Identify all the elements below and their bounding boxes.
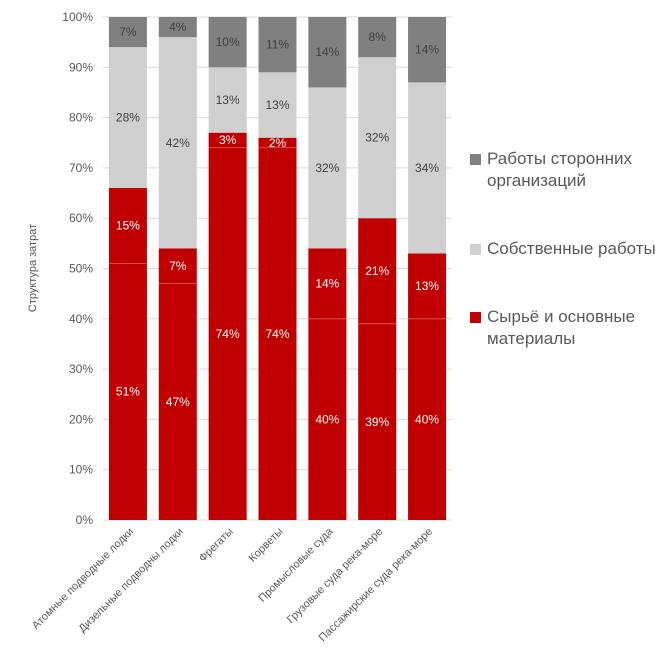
data-label: 7% xyxy=(119,25,137,39)
y-tick-label: 70% xyxy=(69,161,93,175)
data-label: 13% xyxy=(265,98,289,112)
bar-segment xyxy=(308,87,347,249)
x-category-label: Дизельные подводны лодки xyxy=(77,526,186,635)
data-label: 40% xyxy=(415,412,439,426)
data-label: 39% xyxy=(365,415,389,429)
bar-segment xyxy=(158,37,197,249)
bar-segment xyxy=(258,147,297,520)
bar-segment xyxy=(208,147,247,520)
legend-label: Сырьё и основные материалы xyxy=(487,307,636,348)
data-label: 74% xyxy=(265,327,289,341)
y-tick-label: 80% xyxy=(69,111,93,125)
bar-segment xyxy=(258,17,297,73)
data-label: 3% xyxy=(219,133,237,147)
x-category-label: Грузовые суда река-море xyxy=(285,526,385,626)
bar-segment xyxy=(108,17,147,48)
bar-segment xyxy=(158,248,197,284)
bar-segment xyxy=(408,318,447,520)
legend-item-own-works: Собственные работы xyxy=(470,238,670,260)
data-label: 40% xyxy=(315,412,339,426)
legend-label: Собственные работы xyxy=(487,239,656,258)
legend: Работы сторонних организаций Собственные… xyxy=(470,148,670,396)
bar-segment xyxy=(208,67,247,133)
data-label: 7% xyxy=(169,259,187,273)
data-label: 11% xyxy=(266,38,289,52)
y-axis-ticks: 0% 10% 20% 30% 40% 50% 60% 70% 80% 90% 100% xyxy=(62,10,93,527)
bar-segment xyxy=(208,132,247,148)
y-tick-label: 50% xyxy=(69,262,93,276)
data-label: 13% xyxy=(216,93,240,107)
legend-swatch xyxy=(470,154,481,165)
data-label: 13% xyxy=(415,279,439,293)
x-category-label: Фрегаты xyxy=(197,526,236,565)
data-label: 8% xyxy=(369,30,387,44)
bar-segment xyxy=(158,283,197,520)
y-tick-label: 10% xyxy=(69,463,93,477)
bar-segment xyxy=(258,72,297,138)
bar-segment xyxy=(308,17,347,88)
y-tick-label: 30% xyxy=(69,362,93,376)
bar-segment xyxy=(108,188,147,264)
bar-segment xyxy=(358,218,397,324)
y-tick-label: 20% xyxy=(69,412,93,426)
data-label: 32% xyxy=(365,131,389,145)
x-category-label: Корветы xyxy=(247,526,286,565)
bar-segment xyxy=(408,82,447,254)
y-tick-label: 100% xyxy=(62,10,93,24)
y-tick-label: 40% xyxy=(69,312,93,326)
bar-segment xyxy=(408,253,447,319)
data-label: 47% xyxy=(166,395,190,409)
data-label: 14% xyxy=(315,277,339,291)
bar-segment xyxy=(358,57,397,219)
bar-segment xyxy=(308,318,347,520)
data-label: 21% xyxy=(365,264,389,278)
data-label: 14% xyxy=(415,43,439,57)
y-tick-label: 60% xyxy=(69,211,93,225)
bar-segment xyxy=(358,17,397,58)
legend-swatch xyxy=(470,244,481,255)
bar-segment xyxy=(308,248,347,319)
data-label: 32% xyxy=(315,161,339,175)
data-label: 28% xyxy=(116,111,140,125)
data-label: 14% xyxy=(315,45,339,59)
bar-segment xyxy=(158,17,197,38)
data-label: 4% xyxy=(169,20,187,34)
bar-segment xyxy=(108,263,147,520)
data-label: 74% xyxy=(216,327,240,341)
legend-swatch xyxy=(470,312,481,323)
y-tick-label: 90% xyxy=(69,60,93,74)
data-label: 2% xyxy=(269,136,287,150)
bar-segment xyxy=(358,323,397,520)
legend-item-materials: Сырьё и основные материалы xyxy=(470,306,670,350)
y-axis-label: Структура затрат xyxy=(27,224,39,312)
legend-label: Работы сторонних организаций xyxy=(487,149,633,190)
data-labels: 51% 15% 28% 7% 47% 7% 42% 4% 74% 3% 13% 10% 74% 2% 13%… xyxy=(116,20,439,429)
bar-segment xyxy=(258,137,297,148)
data-label: 34% xyxy=(415,161,439,175)
y-tick-label: 0% xyxy=(76,513,94,527)
bar-segment xyxy=(208,17,247,68)
data-label: 15% xyxy=(116,219,140,233)
data-label: 51% xyxy=(116,385,140,399)
legend-item-outside-works: Работы сторонних организаций xyxy=(470,148,670,192)
data-label: 42% xyxy=(166,136,190,150)
bar-segment xyxy=(408,17,447,83)
x-category-label: Атомные подводные лодки xyxy=(30,526,136,632)
data-label: 10% xyxy=(216,35,240,49)
bars xyxy=(108,17,447,520)
bar-segment xyxy=(108,47,147,189)
